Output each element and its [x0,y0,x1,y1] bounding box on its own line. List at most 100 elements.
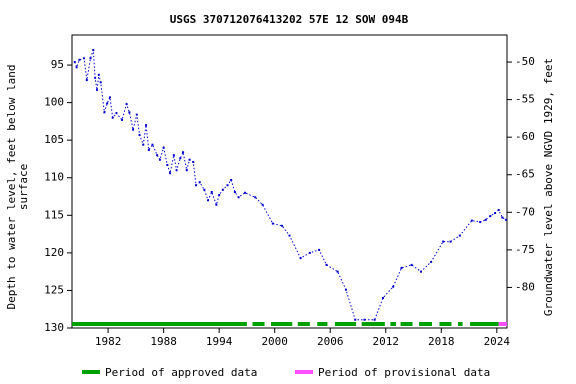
data-point [106,102,109,105]
data-point [254,196,257,199]
data-point [188,158,191,161]
y2-tick-label: -65 [515,168,535,181]
period-bar [457,322,463,326]
data-point [203,188,206,191]
period-bar [334,322,357,326]
data-point [501,216,504,219]
y-axis-label: Depth to water level, feet below land [5,64,18,309]
data-point [166,163,169,166]
y-tick-label: 95 [51,58,64,71]
data-point [489,215,492,218]
plot-frame [71,34,508,329]
period-bar [270,322,293,326]
x-tick-label: 1994 [206,335,233,348]
data-point [78,58,81,61]
data-point [151,143,154,146]
y-tick-label: 120 [44,246,64,259]
data-point [128,111,131,114]
period-bar [400,322,413,326]
y2-axis-label: Groundwater level above NGVD 1929, feet [542,58,555,316]
data-point [172,154,175,157]
data-point [95,88,98,91]
data-point [493,212,496,215]
y2-tick-label: -55 [515,93,535,106]
data-point [75,66,78,69]
y2-tick-label: -60 [515,130,535,143]
data-point [92,49,95,52]
data-point [210,191,213,194]
x-tick-label: 2012 [373,335,400,348]
data-point [261,203,264,206]
data-point [156,154,159,157]
data-point [125,103,128,106]
y2-tick-label: -75 [515,243,535,256]
period-bar [297,322,310,326]
data-point [89,57,92,60]
y-tick-label: 115 [44,208,64,221]
data-point [218,194,221,197]
data-point [99,81,102,84]
data-point [145,124,148,127]
x-tick-label: 1988 [150,335,177,348]
data-point [233,191,236,194]
y-tick-label: 105 [44,133,64,146]
data-point [182,151,185,154]
data-point [430,260,433,263]
y-axis-label: surface [17,164,30,210]
data-point [135,113,138,116]
data-point [237,196,240,199]
data-point [175,169,178,172]
y2-tick-label: -80 [515,280,535,293]
period-bar [72,322,247,326]
data-point [505,218,508,221]
data-line [74,49,507,321]
data-point [103,111,106,114]
data-point [479,221,482,224]
data-point [400,266,403,269]
data-point [419,270,422,273]
data-point [185,169,188,172]
legend-label: Period of approved data [105,366,257,379]
legend-label: Period of provisional data [318,366,490,379]
data-point [207,199,210,202]
x-tick-label: 1982 [95,335,122,348]
data-point [179,157,182,160]
data-point [192,160,195,163]
period-bar [439,322,452,326]
chart-title: USGS 370712076413202 57E 12 SOW 094B [170,13,409,26]
data-point [336,270,339,273]
data-point [244,191,247,194]
data-point [449,240,452,243]
data-point [281,224,284,227]
data-point [142,143,145,146]
data-point [354,318,357,321]
data-point [308,251,311,254]
period-bar [252,322,265,326]
data-point [85,79,88,82]
y-tick-label: 110 [44,171,64,184]
data-point [344,288,347,291]
data-point [162,146,165,149]
data-point [392,285,395,288]
data-point [470,219,473,222]
x-tick-label: 2000 [261,335,288,348]
data-point [230,178,233,181]
data-point [442,240,445,243]
data-point [271,222,274,225]
y2-tick-label: -50 [515,55,535,68]
period-bar [390,322,396,326]
data-point [132,128,135,131]
data-point [221,188,224,191]
data-point [215,203,218,206]
data-point [83,57,86,60]
data-point [318,248,321,251]
data-point [147,148,150,151]
y-tick-label: 125 [44,283,64,296]
x-tick-label: 2024 [484,335,511,348]
y-tick-label: 130 [44,321,64,334]
data-point [373,318,376,321]
data-point [158,158,161,161]
data-point [363,318,366,321]
